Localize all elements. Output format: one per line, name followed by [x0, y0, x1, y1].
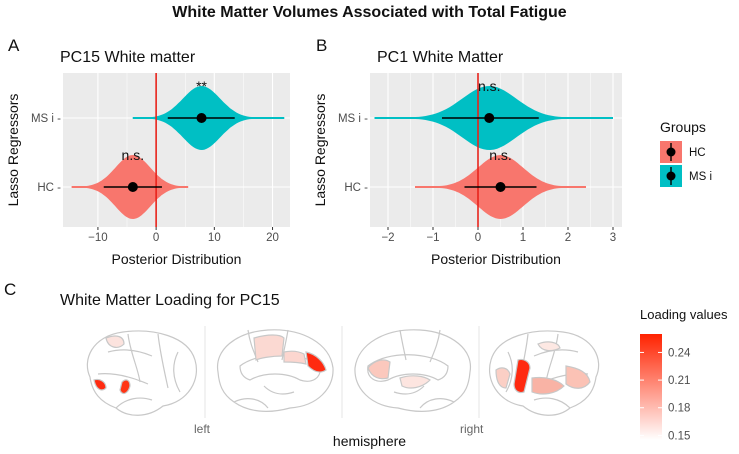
x-tick-label: −2	[381, 232, 394, 244]
x-tick-label: 10	[208, 232, 221, 244]
left-medial-brain	[216, 329, 334, 412]
significance-annotation: **	[196, 78, 207, 94]
significance-annotation: n.s.	[489, 147, 512, 163]
loading-colorbar: Loading values 0.24 0.21 0.18 0.15	[640, 307, 728, 442]
mean-point	[127, 182, 138, 192]
y-tick-label: MS i -	[338, 113, 368, 125]
legend-label: HC	[689, 147, 706, 159]
hemisphere-label-left: left	[194, 422, 211, 436]
right-medial-brain	[354, 329, 472, 412]
x-axis-title: Posterior Distribution	[112, 251, 242, 267]
y-tick-label: HC -	[344, 182, 368, 194]
x-tick-label: −1	[426, 232, 439, 244]
x-tick-label: −10	[88, 232, 108, 244]
colorbar-bar	[640, 334, 662, 440]
left-lateral-brain	[86, 330, 197, 416]
hemisphere-label-right: right	[460, 422, 484, 436]
colorbar-tick-label: 0.21	[668, 375, 690, 387]
legend-point	[666, 171, 676, 181]
x-tick-label: 2	[565, 232, 571, 244]
significance-annotation: n.s.	[122, 147, 145, 163]
x-tick-label: 3	[610, 232, 616, 244]
colorbar-tick-label: 0.15	[668, 430, 690, 442]
plot-background-A	[63, 73, 290, 227]
right-lateral-brain	[489, 330, 600, 416]
panel-b-letter: B	[316, 36, 328, 55]
colorbar-tick-label: 0.18	[668, 403, 690, 415]
legend-label: MS i	[689, 171, 712, 183]
mean-point	[196, 113, 207, 123]
x-tick-label: 1	[520, 232, 526, 244]
y-axis-title: Lasso Regressors	[5, 94, 21, 207]
panel-c-letter: C	[4, 280, 17, 299]
x-tick-label: 20	[266, 232, 279, 244]
panel-b-title: PC1 White Matter	[377, 49, 504, 66]
colorbar-title: Loading values	[640, 307, 728, 322]
panel-a-letter: A	[8, 36, 20, 55]
brain-surface-views	[86, 326, 600, 418]
significance-annotation: n.s.	[478, 78, 501, 94]
y-tick-label: HC -	[37, 182, 61, 194]
x-axis-title: Posterior Distribution	[431, 251, 561, 267]
x-tick-label: 0	[153, 232, 159, 244]
figure-title: White Matter Volumes Associated with Tot…	[172, 4, 567, 21]
legend-point	[666, 147, 676, 157]
mean-point	[484, 113, 495, 123]
y-axis-title: Lasso Regressors	[312, 94, 328, 207]
panel-a-title: PC15 White matter	[60, 49, 196, 66]
mean-point	[495, 182, 506, 192]
groups-legend: Groups HC MS i	[660, 119, 712, 187]
colorbar-tick-label: 0.24	[668, 347, 691, 359]
panel-c-title: White Matter Loading for PC15	[60, 292, 280, 309]
y-tick-label: MS i -	[31, 113, 61, 125]
hemisphere-axis-title: hemisphere	[332, 433, 407, 449]
x-tick-label: 0	[475, 232, 481, 244]
brain-maps	[68, 322, 616, 422]
legend-title: Groups	[660, 119, 706, 135]
